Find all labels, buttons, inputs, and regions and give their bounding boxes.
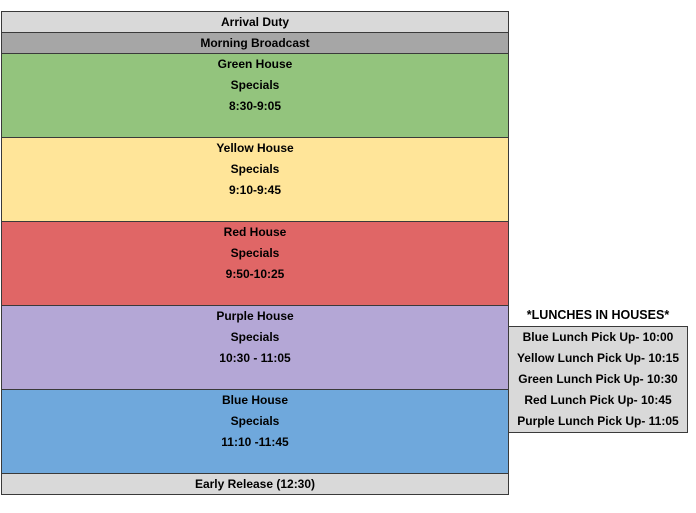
arrival-duty-label: Arrival Duty — [220, 15, 290, 29]
lunch-item-purple[interactable]: Purple Lunch Pick Up- 11:05 — [517, 414, 679, 428]
red-house-block[interactable]: Red House Specials 9:50-10:25 — [2, 222, 508, 306]
house-time: 11:10 -11:45 — [221, 435, 289, 449]
blue-house-block[interactable]: Blue House Specials 11:10 -11:45 — [2, 390, 508, 474]
house-name: Yellow House — [216, 141, 294, 155]
house-activity: Specials — [230, 162, 280, 176]
house-time: 9:10-9:45 — [228, 183, 282, 197]
house-time: 10:30 - 11:05 — [219, 351, 291, 365]
house-activity: Specials — [230, 330, 280, 344]
lunch-schedule: *LUNCHES IN HOUSES* Blue Lunch Pick Up- … — [508, 305, 688, 433]
morning-broadcast-row[interactable]: Morning Broadcast — [2, 33, 508, 54]
house-name: Red House — [223, 225, 287, 239]
yellow-house-block[interactable]: Yellow House Specials 9:10-9:45 — [2, 138, 508, 222]
arrival-duty-row[interactable]: Arrival Duty — [2, 12, 508, 33]
house-name: Blue House — [221, 393, 288, 407]
green-house-block[interactable]: Green House Specials 8:30-9:05 — [2, 54, 508, 138]
house-name: Purple House — [216, 309, 294, 323]
lunch-item-green[interactable]: Green Lunch Pick Up- 10:30 — [518, 372, 678, 386]
lunch-item-red[interactable]: Red Lunch Pick Up- 10:45 — [524, 393, 672, 407]
house-time: 9:50-10:25 — [225, 267, 285, 281]
early-release-row[interactable]: Early Release (12:30) — [2, 474, 508, 495]
morning-broadcast-label: Morning Broadcast — [200, 36, 310, 50]
early-release-label: Early Release (12:30) — [194, 477, 316, 491]
house-time: 8:30-9:05 — [228, 99, 282, 113]
lunch-item-yellow[interactable]: Yellow Lunch Pick Up- 10:15 — [516, 351, 680, 365]
house-activity: Specials — [230, 246, 280, 260]
lunch-title: *LUNCHES IN HOUSES* — [526, 308, 670, 322]
schedule-table: Arrival Duty Morning Broadcast Green Hou… — [1, 11, 509, 495]
purple-house-block[interactable]: Purple House Specials 10:30 - 11:05 — [2, 306, 508, 390]
house-activity: Specials — [230, 78, 280, 92]
lunch-list: Blue Lunch Pick Up- 10:00 Yellow Lunch P… — [508, 326, 688, 433]
lunch-item-blue[interactable]: Blue Lunch Pick Up- 10:00 — [522, 330, 674, 344]
house-activity: Specials — [230, 414, 280, 428]
house-name: Green House — [217, 57, 293, 71]
